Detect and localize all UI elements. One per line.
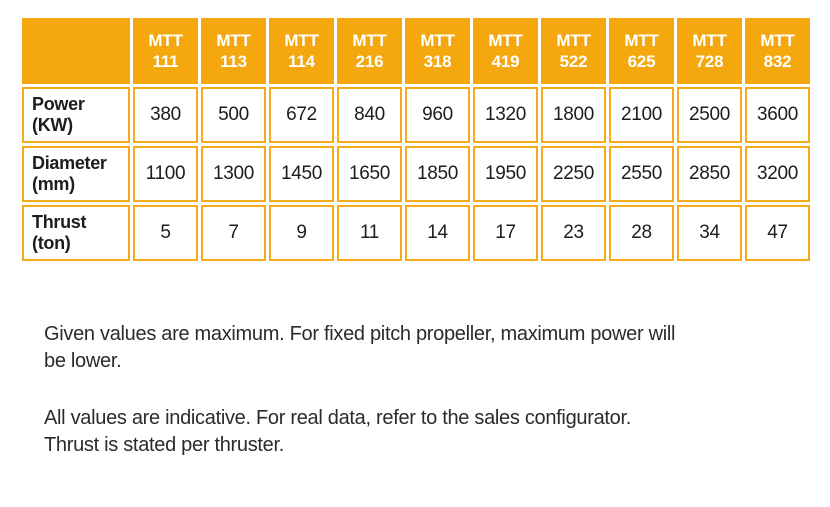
model-number: 419: [491, 52, 520, 71]
row-label-power: Power (KW): [22, 87, 130, 143]
note-indicative-values: All values are indicative. For real data…: [44, 405, 804, 459]
model-number: 625: [627, 52, 656, 71]
data-cell-thrust-mtt113: 7: [201, 205, 266, 261]
data-cell-power-mtt522: 1800: [541, 87, 606, 143]
data-cell-diameter-mtt832: 3200: [745, 146, 810, 202]
model-number: 522: [559, 52, 588, 71]
note-line: Thrust is stated per thruster.: [44, 434, 284, 456]
model-number: 114: [288, 52, 315, 71]
model-number: 216: [355, 52, 384, 71]
data-cell-power-mtt625: 2100: [609, 87, 674, 143]
column-header-mtt-113: MTT 113: [201, 18, 266, 84]
column-header-mtt-111: MTT 111: [133, 18, 198, 84]
data-cell-diameter-mtt114: 1450: [269, 146, 334, 202]
model-series: MTT: [624, 31, 659, 50]
data-cell-thrust-mtt114: 9: [269, 205, 334, 261]
footnotes: Given values are maximum. For fixed pitc…: [44, 321, 804, 459]
data-cell-diameter-mtt216: 1650: [337, 146, 402, 202]
model-series: MTT: [352, 31, 387, 50]
data-cell-power-mtt832: 3600: [745, 87, 810, 143]
data-cell-thrust-mtt419: 17: [473, 205, 538, 261]
row-label-text: Power: [32, 94, 85, 114]
row-label-diameter: Diameter (mm): [22, 146, 130, 202]
model-series: MTT: [692, 31, 727, 50]
data-cell-diameter-mtt625: 2550: [609, 146, 674, 202]
data-cell-diameter-mtt111: 1100: [133, 146, 198, 202]
column-header-mtt-625: MTT 625: [609, 18, 674, 84]
data-cell-thrust-mtt111: 5: [133, 205, 198, 261]
model-number: 832: [763, 52, 792, 71]
data-cell-thrust-mtt318: 14: [405, 205, 470, 261]
model-series: MTT: [760, 31, 795, 50]
data-cell-diameter-mtt318: 1850: [405, 146, 470, 202]
row-label-text: Diameter: [32, 153, 107, 173]
model-number: 113: [220, 52, 247, 71]
column-header-mtt-318: MTT 318: [405, 18, 470, 84]
data-cell-power-mtt728: 2500: [677, 87, 742, 143]
column-header-mtt-419: MTT 419: [473, 18, 538, 84]
note-line: Given values are maximum. For fixed pitc…: [44, 323, 676, 345]
model-series: MTT: [556, 31, 591, 50]
data-cell-thrust-mtt728: 34: [677, 205, 742, 261]
model-series: MTT: [284, 31, 319, 50]
column-header-mtt-216: MTT 216: [337, 18, 402, 84]
data-cell-power-mtt216: 840: [337, 87, 402, 143]
model-series: MTT: [420, 31, 455, 50]
data-cell-power-mtt318: 960: [405, 87, 470, 143]
model-number: 728: [695, 52, 724, 71]
row-label-unit: (KW): [32, 115, 73, 135]
data-cell-thrust-mtt625: 28: [609, 205, 674, 261]
column-header-mtt-114: MTT 114: [269, 18, 334, 84]
data-cell-diameter-mtt522: 2250: [541, 146, 606, 202]
row-label-unit: (mm): [32, 174, 75, 194]
column-header-mtt-832: MTT 832: [745, 18, 810, 84]
data-cell-thrust-mtt522: 23: [541, 205, 606, 261]
thruster-spec-table: MTT 111 MTT 113 MTT 114 MTT 216 MTT 318 …: [22, 18, 810, 261]
model-number: 318: [423, 52, 452, 71]
row-label-thrust: Thrust (ton): [22, 205, 130, 261]
data-cell-diameter-mtt419: 1950: [473, 146, 538, 202]
model-series: MTT: [488, 31, 523, 50]
data-cell-power-mtt113: 500: [201, 87, 266, 143]
data-cell-thrust-mtt216: 11: [337, 205, 402, 261]
row-label-text: Thrust: [32, 212, 87, 232]
column-header-mtt-728: MTT 728: [677, 18, 742, 84]
table-corner-cell: [22, 18, 130, 84]
data-cell-thrust-mtt832: 47: [745, 205, 810, 261]
data-cell-power-mtt419: 1320: [473, 87, 538, 143]
data-cell-diameter-mtt728: 2850: [677, 146, 742, 202]
data-cell-power-mtt114: 672: [269, 87, 334, 143]
model-series: MTT: [216, 31, 251, 50]
row-label-unit: (ton): [32, 233, 71, 253]
note-line: All values are indicative. For real data…: [44, 407, 632, 429]
data-cell-power-mtt111: 380: [133, 87, 198, 143]
model-series: MTT: [148, 31, 183, 50]
note-fixed-pitch: Given values are maximum. For fixed pitc…: [44, 321, 804, 375]
note-line: be lower.: [44, 350, 122, 372]
column-header-mtt-522: MTT 522: [541, 18, 606, 84]
model-number: 111: [152, 52, 179, 71]
data-cell-diameter-mtt113: 1300: [201, 146, 266, 202]
